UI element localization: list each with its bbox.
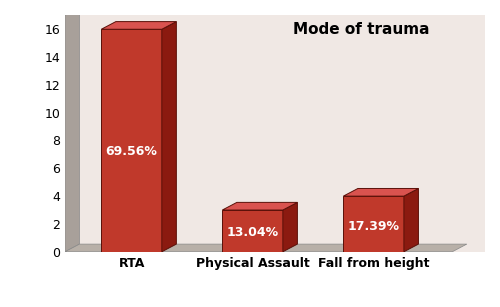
Text: Mode of trauma: Mode of trauma bbox=[294, 22, 430, 37]
Polygon shape bbox=[344, 188, 418, 196]
Polygon shape bbox=[65, 244, 467, 252]
Polygon shape bbox=[404, 188, 418, 252]
Polygon shape bbox=[162, 21, 176, 252]
Text: 69.56%: 69.56% bbox=[106, 145, 158, 158]
Text: 17.39%: 17.39% bbox=[348, 220, 400, 233]
Text: 13.04%: 13.04% bbox=[226, 227, 278, 239]
Polygon shape bbox=[344, 196, 404, 252]
Polygon shape bbox=[283, 202, 298, 252]
Polygon shape bbox=[222, 202, 298, 210]
Polygon shape bbox=[102, 29, 162, 252]
Polygon shape bbox=[65, 8, 80, 252]
Polygon shape bbox=[102, 21, 176, 29]
Polygon shape bbox=[222, 210, 283, 252]
